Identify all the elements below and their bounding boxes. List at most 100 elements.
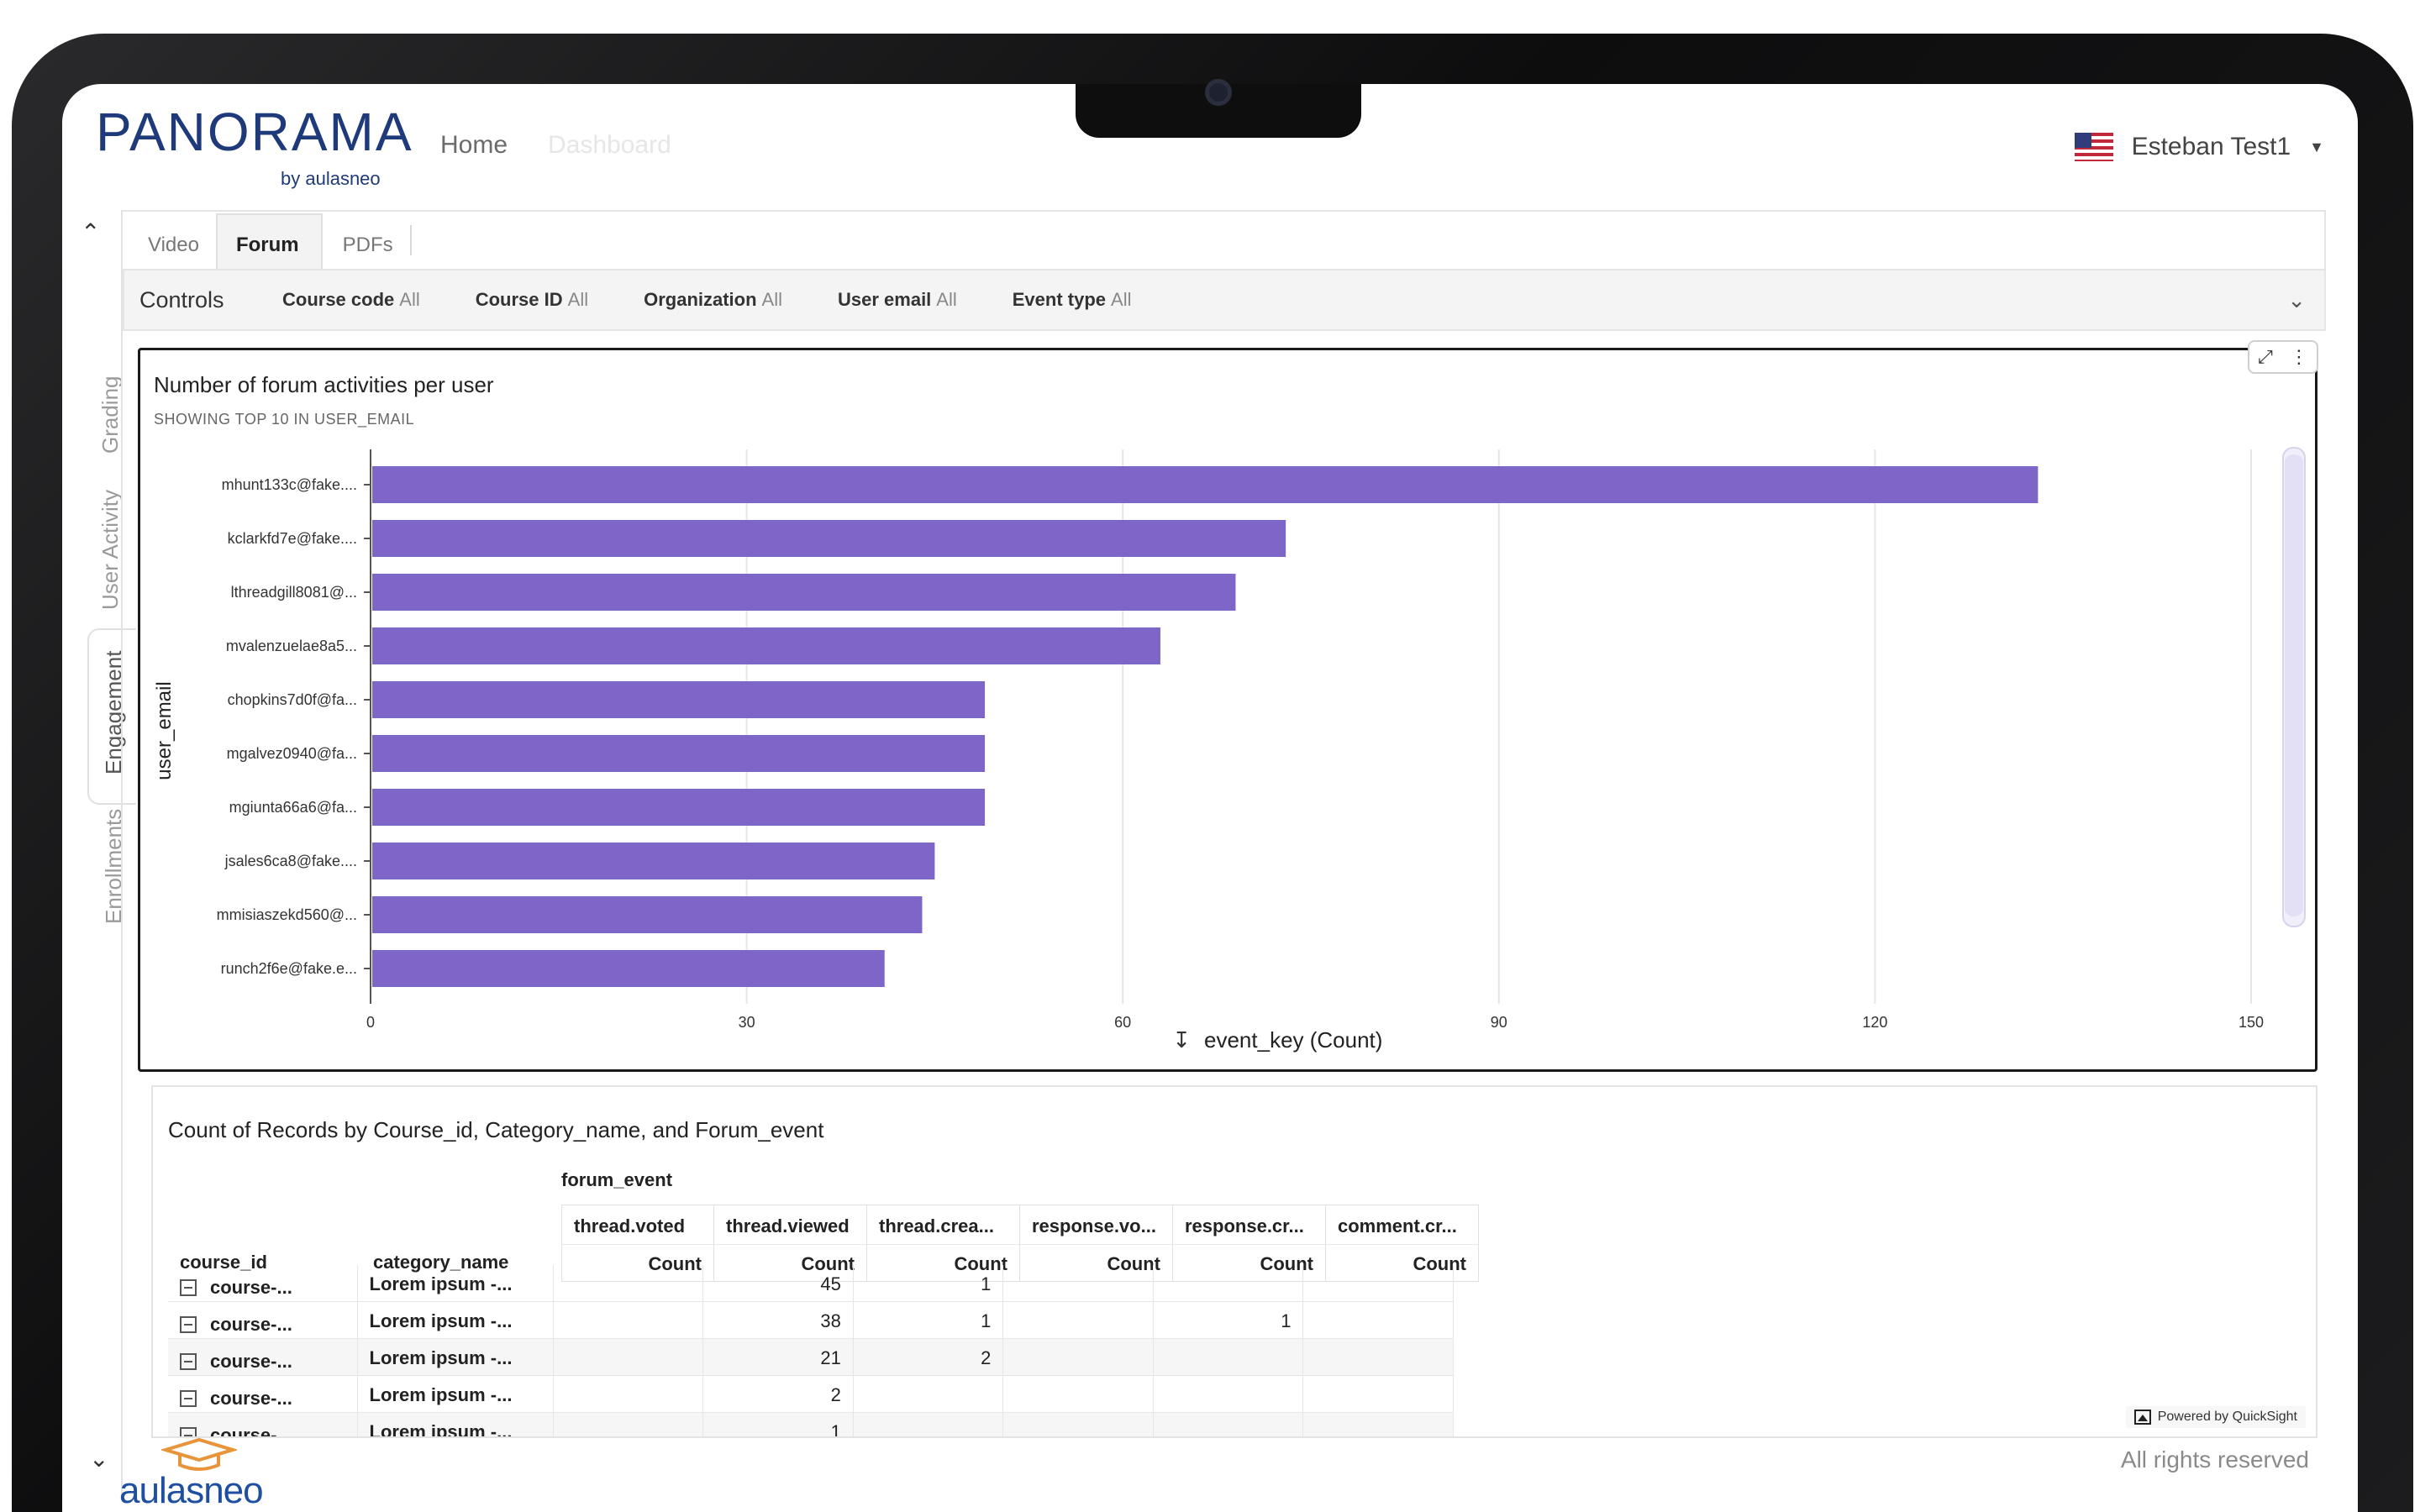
column-group-header: forum_event [561,1169,673,1190]
count-cell [1003,1376,1154,1412]
event-column-name: thread.viewed [726,1215,850,1236]
nav-dashboard-link[interactable]: Dashboard [548,131,671,159]
count-cell [1003,1265,1154,1301]
measure-label: Count [867,1244,1019,1281]
count-cell [1154,1413,1304,1436]
bar [372,466,2039,503]
rail-tab-grading[interactable]: Grading [97,375,123,454]
event-column[interactable]: thread.voted Count [561,1205,714,1282]
row-header-course-id[interactable]: course_id [180,1252,267,1273]
category-label: mgiunta66a6@fa... [229,799,357,816]
rail-tab-user-activity[interactable]: User Activity [97,489,123,610]
table-row[interactable]: course-... Lorem ipsum -... 2 [168,1376,1454,1413]
copyright-text: All rights reserved [2120,1446,2309,1473]
tab-forum[interactable]: Forum [215,213,323,269]
collapse-icon[interactable] [180,1426,197,1436]
collapse-icon[interactable] [180,1278,197,1296]
tab-video[interactable]: Video [148,234,199,256]
measure-label: Count [562,1244,713,1281]
collapse-icon[interactable] [180,1315,197,1333]
event-column[interactable]: response.cr... Count [1173,1205,1326,1282]
filter-course-id[interactable]: Course ID All [476,289,588,311]
count-cell: 38 [703,1302,854,1338]
forum-events-table-card: Count of Records by Course_id, Category_… [151,1085,2317,1438]
category-cell: Lorem ipsum -... [358,1413,554,1436]
course-cell: course-... [168,1302,358,1338]
controls-expand-icon[interactable]: ⌄ [2287,287,2306,312]
filter-label: Organization [644,289,757,310]
bar [372,681,986,718]
forum-activities-chart-card: ⤢ ⋮ Number of forum activities per user … [138,340,2318,1072]
collapse-icon[interactable] [180,1389,197,1407]
table-title: Count of Records by Course_id, Category_… [168,1117,824,1142]
chart-scrollbar-thumb [2285,454,2303,916]
course-cell: course-... [168,1339,358,1375]
row-header-category-name[interactable]: category_name [373,1252,509,1273]
powered-by-quicksight: Powered by QuickSight [2125,1406,2306,1428]
footer-logo-text: aulasneo [119,1470,264,1511]
event-column-name: thread.voted [574,1215,686,1236]
measure-label: Count [1173,1244,1325,1281]
category-label: chopkins7d0f@fa... [228,691,357,708]
count-cell [554,1376,704,1412]
rail-tab-active-frame [87,628,136,805]
filter-event-type[interactable]: Event type All [1013,289,1132,311]
count-cell [554,1413,704,1436]
filter-user-email[interactable]: User email All [838,289,957,311]
event-column[interactable]: thread.crea... Count [867,1205,1020,1282]
nav-home-link[interactable]: Home [440,131,508,159]
category-label: kclarkfd7e@fake.... [228,530,357,547]
tab-pdfs[interactable]: PDFs [342,234,393,256]
filter-organization[interactable]: Organization All [644,289,782,311]
user-menu[interactable]: Esteban Test1 ▼ [2074,133,2324,161]
table-row[interactable]: course-... Lorem ipsum -... 38 1 1 [168,1302,1454,1339]
category-cell: Lorem ipsum -... [358,1339,554,1375]
count-cell [1303,1302,1454,1338]
category-cell: Lorem ipsum -... [358,1302,554,1338]
count-cell [1303,1376,1454,1412]
event-column[interactable]: comment.cr... Count [1326,1205,1479,1282]
filter-value: All [936,289,957,310]
bar [372,789,986,826]
table-row[interactable]: course-... Lorem ipsum -... 45 1 [168,1265,1454,1302]
filter-label: User email [838,289,932,310]
course-cell: course-... [168,1413,358,1438]
quicksight-icon [2133,1410,2151,1425]
filter-value: All [399,289,420,310]
x-tick-label: 90 [1491,1014,1507,1031]
table-row[interactable]: course-... Lorem ipsum -... 1 [168,1413,1454,1438]
course-id-text: course-... [210,1350,292,1372]
chevron-down-icon[interactable]: ⌄ [89,1446,109,1472]
category-label: mgalvez0940@fa... [227,745,357,762]
filter-label: Course ID [475,289,563,310]
count-cell [554,1302,704,1338]
filter-course-code[interactable]: Course code All [282,289,420,311]
category-cell: Lorem ipsum -... [358,1376,554,1412]
collapse-icon[interactable] [180,1352,197,1370]
visual-toolbar: ⤢ ⋮ [2248,340,2318,374]
course-id-text: course-... [210,1387,292,1409]
count-cell: 1 [1154,1302,1304,1338]
category-label: jsales6ca8@fake.... [224,853,357,869]
filter-value: All [567,289,589,310]
count-cell [1003,1413,1154,1436]
app-screen: PANORAMA by aulasneo Home Dashboard Este… [62,84,2358,1512]
event-column-name: thread.crea... [879,1215,994,1236]
course-id-text: course-... [210,1424,292,1438]
count-cell [854,1413,1004,1436]
x-tick-label: 0 [366,1014,375,1031]
event-column[interactable]: response.vo... Count [1020,1205,1173,1282]
count-cell: 21 [703,1339,854,1375]
chevron-up-icon[interactable]: ⌃ [81,219,101,245]
top-nav: Home Dashboard [440,131,671,160]
table-row[interactable]: course-... Lorem ipsum -... 21 2 [168,1339,1454,1376]
panorama-logo[interactable]: PANORAMA by aulasneo [96,101,412,193]
caret-down-icon: ▼ [2309,138,2324,155]
filter-label: Course code [282,289,395,310]
category-label: mhunt133c@fake.... [222,476,357,493]
dashboard-area: Video Forum PDFs Controls Course code All… [121,210,2333,1495]
user-name: Esteban Test1 [2131,133,2291,160]
more-options-icon[interactable]: ⋮ [2289,346,2308,367]
event-column[interactable]: thread.viewed Count [714,1205,867,1282]
expand-icon[interactable]: ⤢ [2258,346,2273,367]
